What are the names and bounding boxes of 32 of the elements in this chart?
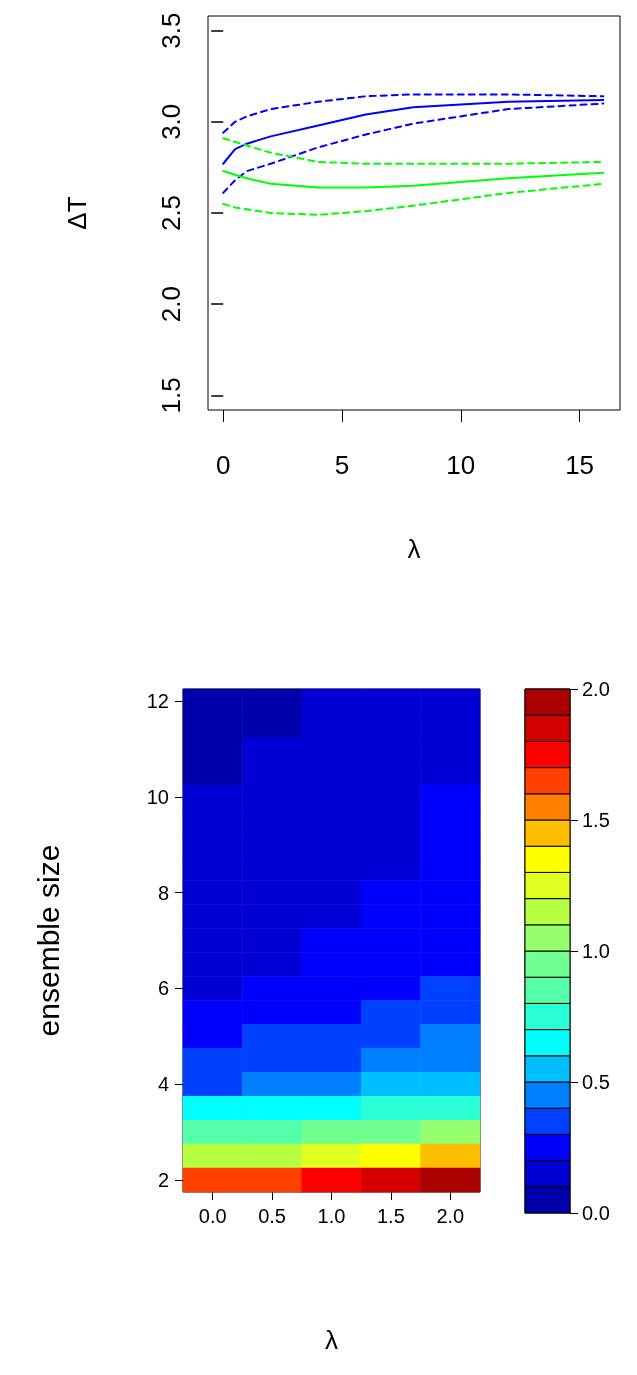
x-tick-label: 0.5 [258, 1205, 287, 1227]
y-tick-label: 6 [157, 977, 169, 1000]
x-tick-label: 1.5 [376, 1205, 405, 1227]
x-tick-label: 1.0 [317, 1205, 346, 1227]
y-tick-label: 2.0 [156, 286, 186, 323]
x-tick-label: 0 [215, 450, 231, 480]
x-tick-label: 2.0 [436, 1205, 465, 1227]
color-bar-label: 2.0 [582, 678, 610, 700]
color-bar-label: 0.5 [582, 1071, 610, 1093]
color-bar-label: 1.0 [582, 940, 610, 962]
color-bar-label: 1.5 [582, 809, 610, 831]
y-tick-label: 10 [146, 785, 169, 808]
x-tick-label: 5 [334, 450, 350, 480]
y-axis-title: ensemble size [31, 844, 65, 1037]
x-axis-title: λ [325, 1325, 338, 1355]
x-axis-title: λ [407, 534, 421, 564]
y-tick-label: 8 [157, 881, 169, 904]
y-tick-label: 3.5 [156, 12, 186, 49]
y-axis-title: ΔT [62, 196, 92, 230]
line-series [222, 93, 605, 134]
line-series [222, 102, 605, 194]
x-tick-label: 15 [565, 450, 595, 480]
y-tick-label: 1.5 [156, 377, 186, 414]
y-tick-label: 12 [146, 689, 169, 712]
y-tick-label: 4 [157, 1073, 169, 1096]
y-tick-label: 2 [157, 1169, 169, 1192]
line-series [222, 170, 605, 189]
line-series [222, 98, 605, 165]
x-tick-label: 0.0 [198, 1205, 227, 1227]
x-tick-label: 10 [446, 450, 476, 480]
y-tick-label: 3.0 [156, 103, 186, 140]
y-tick-label: 2.5 [156, 194, 186, 232]
